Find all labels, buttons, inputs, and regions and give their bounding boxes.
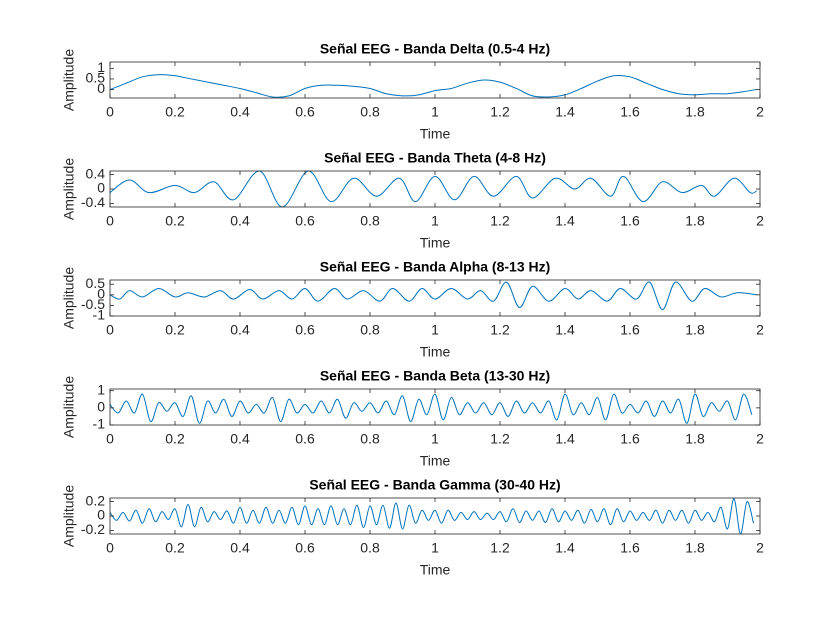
y-axis-label: Amplitude	[61, 376, 77, 438]
x-tick-label: 1.4	[555, 540, 575, 556]
x-tick-label: 0.2	[165, 104, 185, 120]
x-tick-label: 0.4	[230, 540, 250, 556]
y-tick-label: 0.4	[86, 165, 106, 181]
signal-line	[109, 74, 757, 98]
x-axis-label: Time	[420, 126, 451, 142]
y-tick-label: 1	[97, 381, 105, 397]
x-tick-label: 1.8	[685, 104, 705, 120]
x-tick-label: 0.2	[165, 431, 185, 447]
x-tick-label: 0.6	[295, 540, 315, 556]
x-tick-label: 0.4	[230, 431, 250, 447]
axes-background	[110, 62, 760, 98]
y-tick-label: 0	[97, 180, 105, 196]
x-axis-label: Time	[420, 453, 451, 469]
x-tick-label: 0.4	[230, 322, 250, 338]
x-tick-label: 1	[431, 431, 439, 447]
y-axis-label: Amplitude	[61, 485, 77, 547]
signal-line	[109, 393, 753, 424]
y-tick-label: -1	[93, 416, 106, 432]
x-tick-label: 1.6	[620, 104, 640, 120]
y-axis-label: Amplitude	[61, 49, 77, 111]
x-tick-label: 1.8	[685, 213, 705, 229]
axes-background	[110, 498, 760, 534]
y-tick-label: 0	[97, 507, 105, 523]
signal-line	[109, 170, 757, 208]
x-tick-label: 1.8	[685, 540, 705, 556]
x-tick-label: 1	[431, 540, 439, 556]
x-tick-label: 0	[106, 322, 114, 338]
x-tick-label: 1.2	[490, 540, 510, 556]
y-tick-label: 0.5	[86, 70, 106, 86]
y-tick-label: -1	[93, 307, 106, 323]
x-tick-label: 0.8	[360, 213, 380, 229]
x-tick-label: 0.6	[295, 322, 315, 338]
x-tick-label: 0	[106, 213, 114, 229]
x-tick-label: 2	[756, 540, 764, 556]
x-axis-label: Time	[420, 344, 451, 360]
x-tick-label: 1.4	[555, 431, 575, 447]
x-tick-label: 0	[106, 104, 114, 120]
chart-title: Señal EEG - Banda Delta (0.5-4 Hz)	[320, 41, 550, 57]
x-tick-label: 1	[431, 322, 439, 338]
axes-background	[110, 280, 760, 316]
x-tick-label: 2	[756, 431, 764, 447]
x-tick-label: 1.6	[620, 540, 640, 556]
axes-background	[110, 389, 760, 425]
y-tick-label: 0	[97, 80, 105, 96]
x-tick-label: 0.8	[360, 540, 380, 556]
y-axis-label: Amplitude	[61, 158, 77, 220]
x-tick-label: 1.2	[490, 431, 510, 447]
x-tick-label: 0.6	[295, 431, 315, 447]
x-tick-label: 0.2	[165, 540, 185, 556]
y-tick-label: -0.5	[81, 296, 105, 312]
x-tick-label: 1.4	[555, 322, 575, 338]
x-tick-label: 0.4	[230, 213, 250, 229]
x-tick-label: 2	[756, 213, 764, 229]
x-tick-label: 2	[756, 322, 764, 338]
x-tick-label: 0.2	[165, 322, 185, 338]
x-tick-label: 0.4	[230, 104, 250, 120]
signal-line	[109, 281, 757, 311]
x-tick-label: 1.2	[490, 213, 510, 229]
x-tick-label: 0	[106, 431, 114, 447]
x-tick-label: 1	[431, 213, 439, 229]
x-tick-label: 1.6	[620, 322, 640, 338]
y-tick-label: 0.5	[86, 275, 106, 291]
x-tick-label: 1.8	[685, 431, 705, 447]
x-tick-label: 1.4	[555, 104, 575, 120]
x-axis-label: Time	[420, 562, 451, 578]
x-tick-label: 0.6	[295, 213, 315, 229]
y-tick-label: -0.4	[81, 194, 105, 210]
y-tick-label: 0	[97, 286, 105, 302]
y-tick-label: 0.2	[86, 492, 106, 508]
signal-line	[109, 498, 754, 535]
x-tick-label: 0.2	[165, 213, 185, 229]
y-axis-label: Amplitude	[61, 267, 77, 329]
x-tick-label: 1.6	[620, 431, 640, 447]
chart-title: Señal EEG - Banda Gamma (30-40 Hz)	[309, 477, 560, 493]
x-tick-label: 0.8	[360, 104, 380, 120]
chart-title: Señal EEG - Banda Theta (4-8 Hz)	[324, 150, 546, 166]
x-tick-label: 0.6	[295, 104, 315, 120]
x-tick-label: 0.8	[360, 431, 380, 447]
chart-title: Señal EEG - Banda Beta (13-30 Hz)	[320, 368, 550, 384]
x-tick-label: 1	[431, 104, 439, 120]
x-tick-label: 1.4	[555, 213, 575, 229]
x-tick-label: 2	[756, 104, 764, 120]
x-tick-label: 0	[106, 540, 114, 556]
x-tick-label: 1.8	[685, 322, 705, 338]
y-tick-label: 1	[97, 59, 105, 75]
y-tick-label: -0.2	[81, 521, 105, 537]
x-tick-label: 1.6	[620, 213, 640, 229]
axes-background	[110, 171, 760, 207]
y-tick-label: 0	[97, 399, 105, 415]
x-tick-label: 0.8	[360, 322, 380, 338]
x-tick-label: 1.2	[490, 104, 510, 120]
x-tick-label: 1.2	[490, 322, 510, 338]
x-axis-label: Time	[420, 235, 451, 251]
chart-title: Señal EEG - Banda Alpha (8-13 Hz)	[320, 259, 551, 275]
